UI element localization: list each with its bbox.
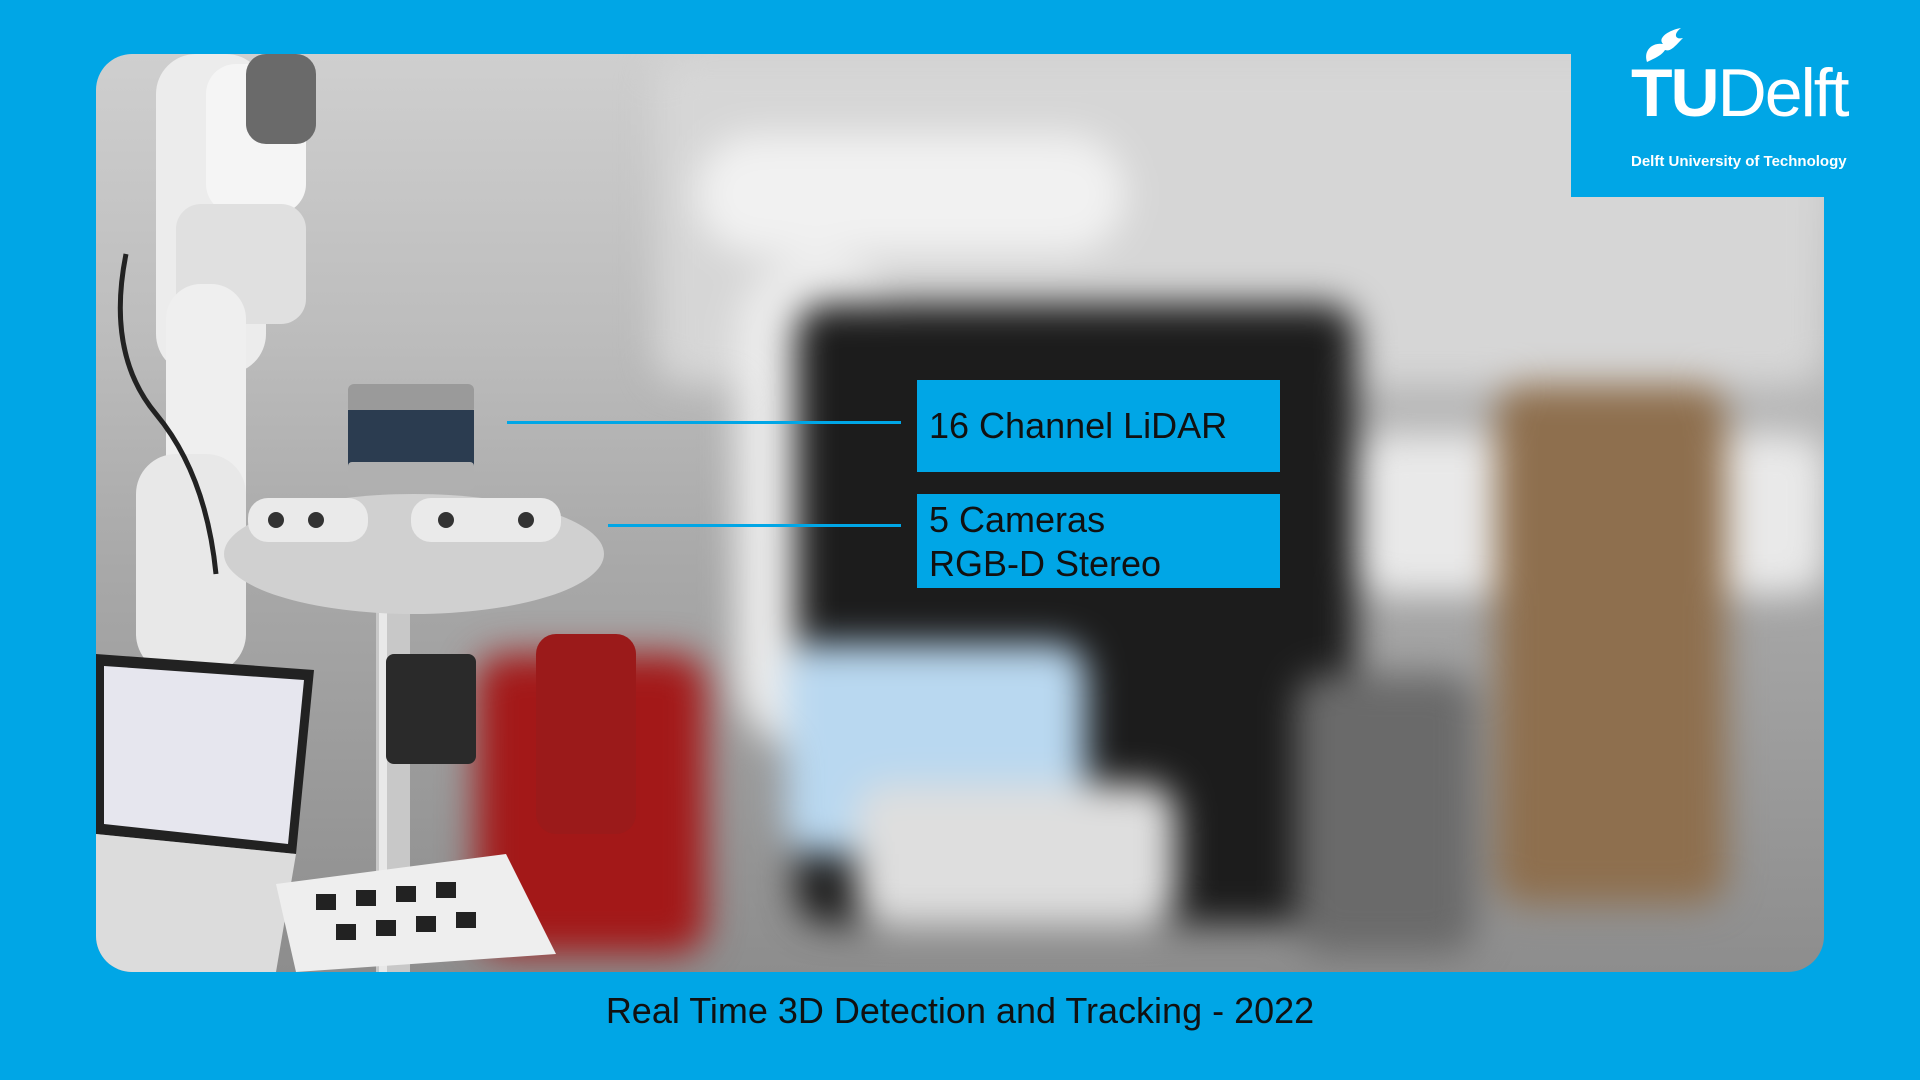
- logo-wordmark-bold: TU: [1631, 55, 1720, 131]
- cameras-callout-line1: 5 Cameras: [929, 499, 1106, 540]
- lidar-callout-box: 16 Channel LiDAR: [917, 380, 1280, 472]
- logo-wordmark-regular: Delft: [1717, 55, 1850, 131]
- logo-tagline: Delft University of Technology: [1631, 153, 1847, 170]
- logo-wordmark: TUDelft: [1631, 54, 1850, 132]
- lidar-callout-line: [507, 421, 901, 424]
- robot-sensor-rig: [96, 54, 656, 972]
- flame-icon: [1646, 28, 1683, 62]
- slide-caption: Real Time 3D Detection and Tracking - 20…: [605, 990, 1315, 1031]
- cameras-callout-line2: RGB-D Stereo: [929, 543, 1162, 584]
- tu-delft-logo: TUDelft Delft University of Technology: [1571, 0, 1920, 197]
- cameras-callout-line: [608, 524, 901, 527]
- lidar-callout-label: 16 Channel LiDAR: [929, 405, 1228, 446]
- cameras-callout-box: 5 Cameras RGB-D Stereo: [917, 494, 1280, 588]
